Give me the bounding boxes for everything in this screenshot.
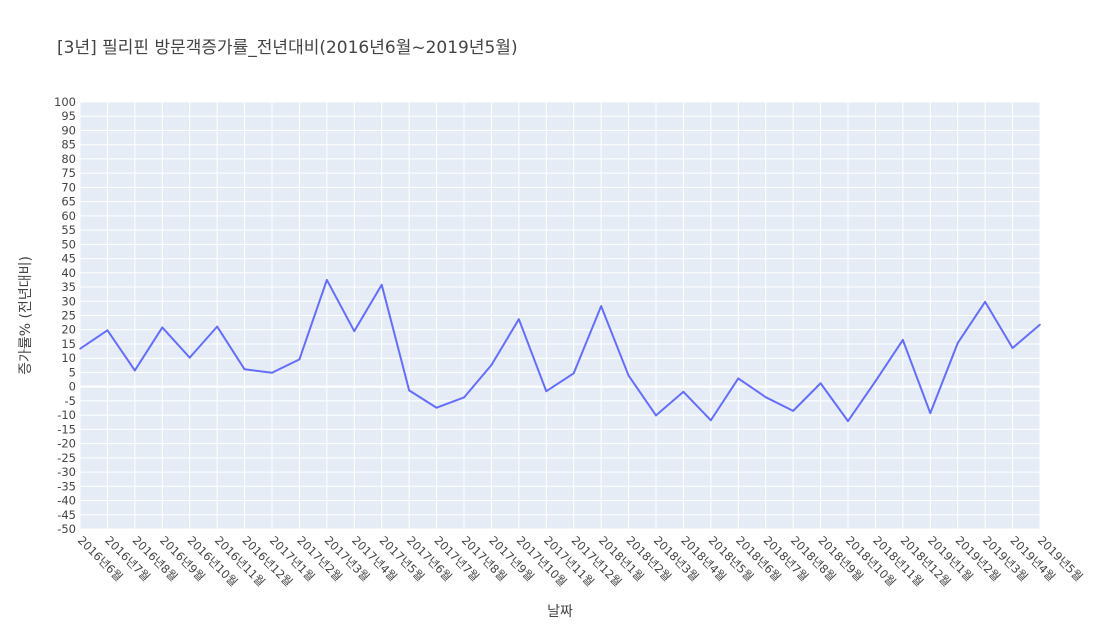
data-point	[600, 305, 602, 307]
data-point	[874, 380, 877, 383]
y-tick-label: 60	[61, 209, 76, 223]
data-point	[161, 326, 164, 329]
data-point	[902, 339, 904, 341]
data-point	[490, 364, 493, 366]
y-tick-label: 95	[61, 109, 76, 123]
data-point	[271, 371, 273, 374]
data-point	[216, 325, 218, 328]
data-point	[435, 406, 438, 409]
data-point	[463, 396, 465, 399]
y-tick-label: 35	[61, 280, 76, 294]
data-point	[627, 374, 630, 377]
y-tick-label: 75	[61, 166, 76, 180]
y-tick-label: 45	[61, 252, 76, 266]
y-tick-label: -15	[57, 422, 76, 436]
y-tick-label: 5	[69, 365, 76, 379]
x-axis-title: 날짜	[547, 604, 573, 620]
y-tick-label: 100	[54, 95, 76, 109]
data-point	[572, 372, 575, 375]
y-axis-title: 증가률% (전년대비)	[18, 256, 34, 375]
data-point	[655, 414, 657, 417]
data-point	[819, 382, 822, 385]
data-point	[737, 377, 740, 380]
data-point	[764, 396, 767, 398]
y-tick-label: -20	[57, 437, 76, 451]
data-point	[134, 369, 136, 372]
y-tick-label: 0	[69, 380, 76, 394]
y-tick-label: 50	[61, 237, 76, 251]
data-point	[408, 389, 410, 392]
data-point	[710, 419, 712, 422]
data-point	[518, 318, 520, 321]
data-point	[1039, 323, 1041, 326]
y-tick-label: 80	[61, 152, 76, 166]
data-point	[380, 283, 383, 286]
data-point	[298, 358, 301, 361]
chart-title: [3년] 필리핀 방문객증가률_전년대비(2016년6월~2019년5월)	[57, 38, 518, 58]
y-tick-label: 20	[61, 323, 76, 337]
y-tick-label: 70	[61, 180, 76, 194]
data-point	[326, 279, 328, 281]
y-tick-label: 65	[61, 195, 76, 209]
y-tick-label: 15	[61, 337, 76, 351]
y-tick-label: -50	[57, 522, 76, 536]
y-tick-label: 85	[61, 138, 76, 152]
data-point	[1011, 347, 1014, 349]
y-tick-label: -35	[57, 479, 76, 493]
y-tick-label: -5	[65, 394, 76, 408]
data-point	[353, 330, 356, 332]
y-tick-label: -30	[57, 465, 76, 479]
data-point	[545, 390, 548, 393]
y-tick-label: -10	[57, 408, 76, 422]
y-tick-label: 55	[61, 223, 76, 237]
data-point	[984, 301, 986, 303]
data-point	[106, 329, 109, 332]
data-point	[929, 412, 932, 414]
data-point	[847, 420, 849, 422]
y-tick-label: 30	[61, 294, 76, 308]
y-tick-label: -25	[57, 451, 76, 465]
y-tick-label: 40	[61, 266, 76, 280]
data-point	[79, 348, 81, 350]
data-point	[188, 356, 191, 359]
data-point	[682, 390, 685, 393]
series-line	[79, 278, 1041, 423]
y-tick-label: -45	[57, 508, 76, 522]
data-point	[792, 410, 794, 412]
y-tick-label: 90	[61, 123, 76, 137]
data-point	[243, 368, 246, 371]
y-tick-label: 25	[61, 309, 76, 323]
y-tick-label: -40	[57, 494, 76, 508]
y-tick-label: 10	[61, 351, 76, 365]
data-point	[956, 342, 959, 344]
